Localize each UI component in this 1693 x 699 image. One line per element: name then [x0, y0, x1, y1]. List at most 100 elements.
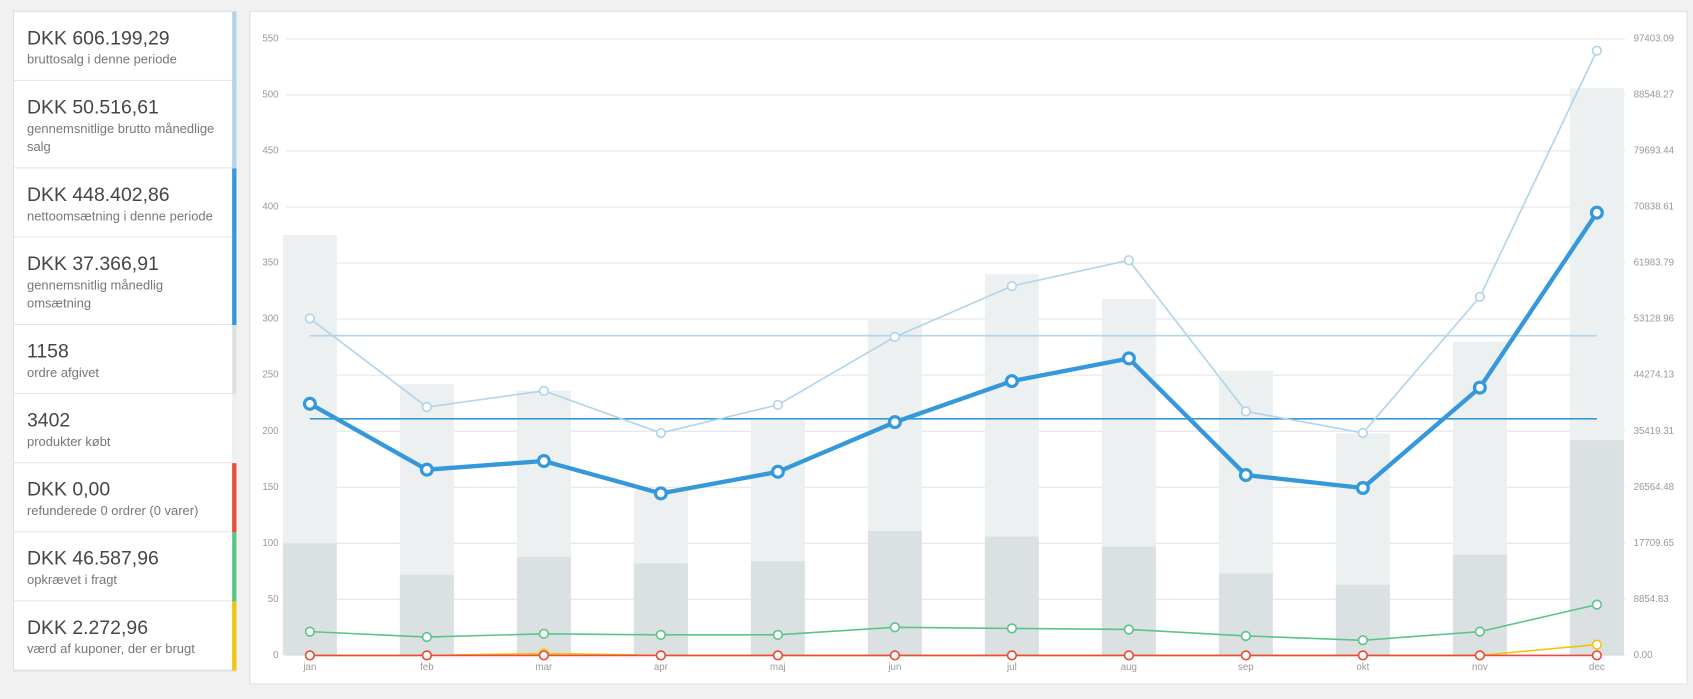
x-tick-label: mar	[536, 662, 553, 673]
y2-tick-label: 88548.27	[1634, 89, 1674, 100]
point	[1006, 623, 1018, 634]
y2-tick-label: 35419.31	[1634, 426, 1674, 437]
point	[655, 629, 667, 640]
legend-label: værd af kuponer, der er brugt	[26, 641, 195, 657]
x-tick-label: maj	[770, 662, 786, 673]
point	[770, 464, 785, 479]
y2-tick-label: 53128.96	[1634, 314, 1674, 325]
legend-label: gennemsnitlig månedlig omsætning	[26, 277, 164, 311]
point	[1591, 599, 1603, 610]
point	[538, 385, 550, 396]
point	[653, 486, 668, 501]
legend-value: DKK 606.199,29	[26, 26, 170, 49]
legend-label: opkrævet i fragt	[26, 572, 118, 588]
point	[1006, 650, 1018, 661]
y-tick-label: 150	[262, 482, 279, 493]
point	[655, 427, 667, 439]
y-tick-label: 200	[262, 426, 279, 437]
legend-label: bruttosalg i denne periode	[26, 51, 177, 67]
point	[1006, 280, 1018, 292]
legend-value: DKK 448.402,86	[26, 183, 170, 206]
point	[421, 631, 433, 643]
legend-color	[232, 463, 237, 533]
legend-color	[232, 237, 237, 325]
point	[1357, 635, 1369, 646]
y2-tick-label: 70838.61	[1634, 202, 1674, 213]
y2-tick-label: 61983.79	[1634, 258, 1674, 269]
bar	[1218, 573, 1273, 656]
point	[1472, 380, 1487, 395]
bar	[867, 530, 922, 656]
y2-tick-label: 26564.48	[1634, 482, 1674, 493]
y-tick-label: 450	[262, 146, 279, 157]
bar	[1569, 440, 1624, 656]
point	[1357, 650, 1369, 661]
bar	[984, 536, 1039, 656]
point	[419, 462, 434, 477]
chart-panel	[249, 10, 1688, 685]
legend-item[interactable]: DKK 2.272,96 værd af kuponer, der er brug…	[14, 601, 237, 671]
point	[772, 650, 784, 661]
legend-item[interactable]: DKK 448.402,86 nettoomsætning i denne per…	[14, 168, 237, 238]
y-tick-label: 100	[262, 538, 279, 549]
legend-item[interactable]: DKK 606.199,29 bruttosalg i denne periode	[14, 11, 237, 81]
legend-color	[232, 11, 237, 81]
legend-value: DKK 46.587,96	[26, 547, 159, 570]
point	[1591, 639, 1603, 650]
x-tick-label: aug	[1121, 662, 1137, 673]
line	[309, 603, 1598, 642]
x-tick-label: apr	[654, 662, 669, 673]
legend-color	[232, 324, 237, 395]
legend-color	[232, 532, 237, 602]
y2-tick-label: 0.00	[1634, 650, 1653, 661]
legend-item[interactable]: DKK 37.366,91 gennemsnitlig månedlig omsæ…	[14, 237, 237, 325]
legend-label: gennemsnitlige brutto månedlige salg	[26, 120, 215, 155]
legend-item[interactable]: DKK 46.587,96 opkrævet i fragt	[14, 532, 237, 602]
x-tick-label: jul	[1006, 662, 1017, 673]
legend-color	[232, 80, 237, 169]
point	[1474, 291, 1486, 303]
x-tick-label: feb	[420, 662, 434, 673]
point	[889, 622, 901, 633]
point	[304, 650, 316, 661]
legend-label: produkter købt	[26, 434, 111, 450]
legend-item[interactable]: 3402 produkter købt	[14, 394, 237, 464]
legend-item[interactable]: DKK 50.516,61 gennemsnitlige brutto måned…	[14, 80, 237, 169]
y-tick-label: 300	[262, 314, 279, 325]
point	[304, 626, 316, 637]
y2-tick-label: 17709.65	[1634, 538, 1674, 549]
y-tick-label: 350	[262, 258, 279, 269]
line	[309, 643, 1597, 657]
point	[887, 415, 902, 430]
legend-color	[232, 394, 237, 464]
point	[655, 650, 667, 661]
point	[772, 629, 784, 640]
legend-label: refunderede 0 ordrer (0 varer)	[26, 503, 199, 519]
point	[421, 650, 433, 661]
legend-item[interactable]: 1158 ordre afgivet	[14, 324, 237, 395]
legend-value: DKK 2.272,96	[26, 616, 149, 639]
point	[1355, 480, 1370, 496]
point	[889, 331, 901, 342]
point	[1474, 650, 1486, 661]
point	[536, 454, 551, 469]
point	[538, 650, 550, 661]
x-tick-label: sep	[1238, 662, 1254, 673]
y-tick-label: 250	[262, 370, 279, 381]
bar	[282, 543, 337, 656]
point	[1123, 624, 1135, 635]
bar	[633, 563, 688, 656]
point	[538, 628, 550, 639]
point	[1591, 650, 1603, 661]
legend-item[interactable]: DKK 0,00 refunderede 0 ordrer (0 varer)	[14, 463, 237, 533]
point	[1357, 427, 1369, 439]
point	[421, 401, 433, 413]
legend-label: nettoomsætning i denne periode	[26, 208, 213, 224]
point	[1238, 468, 1253, 483]
y2-tick-label: 79693.44	[1634, 146, 1675, 157]
legend-color	[232, 601, 237, 671]
line	[308, 211, 1599, 496]
y-tick-label: 400	[262, 202, 279, 213]
